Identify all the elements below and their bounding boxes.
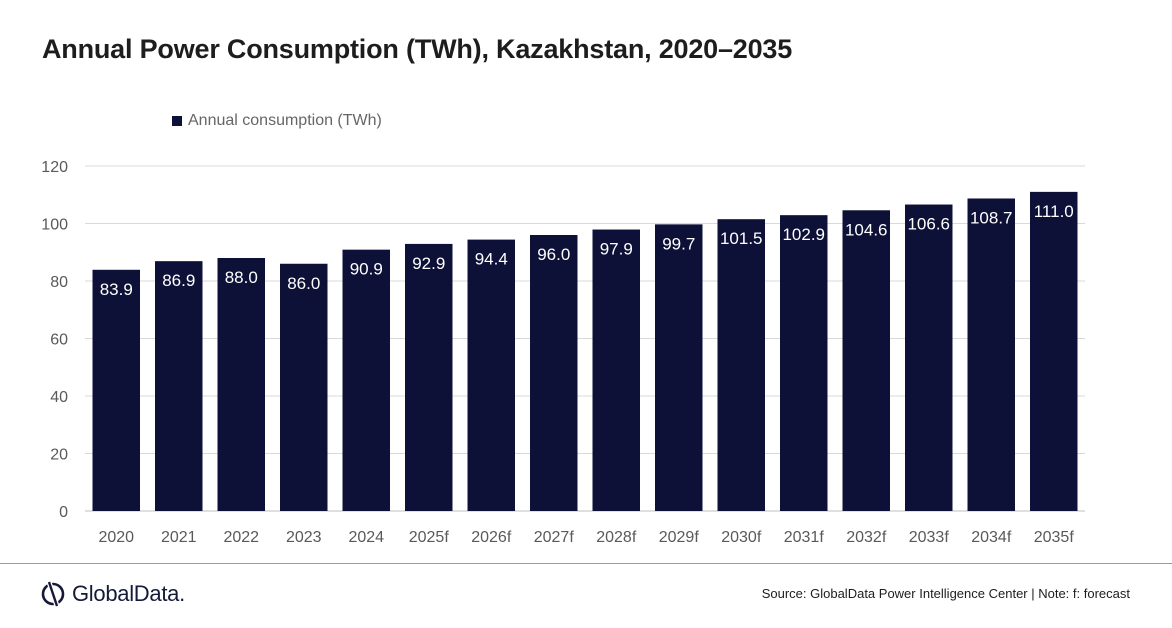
x-tick-label: 2030f bbox=[721, 529, 762, 546]
bar bbox=[842, 210, 890, 511]
legend: Annual consumption (TWh) bbox=[172, 112, 382, 130]
x-tick-label: 2022 bbox=[223, 529, 259, 546]
x-tick-label: 2020 bbox=[98, 529, 134, 546]
y-tick-label: 100 bbox=[41, 217, 68, 234]
bar bbox=[530, 235, 578, 511]
bar bbox=[467, 239, 515, 511]
bar bbox=[342, 249, 390, 511]
bar bbox=[280, 263, 328, 511]
x-tick-label: 2028f bbox=[596, 529, 637, 546]
bar-value-label: 108.7 bbox=[970, 208, 1013, 227]
bar bbox=[905, 204, 953, 511]
bar bbox=[717, 219, 765, 511]
y-tick-label: 80 bbox=[50, 274, 68, 291]
bar-value-label: 83.9 bbox=[100, 280, 133, 299]
x-tick-label: 2026f bbox=[471, 529, 512, 546]
y-tick-label: 20 bbox=[50, 447, 68, 464]
bar-value-label: 102.9 bbox=[782, 225, 825, 244]
bar bbox=[592, 229, 640, 511]
y-tick-label: 40 bbox=[50, 389, 68, 406]
bar bbox=[1030, 191, 1078, 511]
bar bbox=[967, 198, 1015, 512]
bar bbox=[155, 261, 203, 511]
x-tick-label: 2027f bbox=[534, 529, 575, 546]
footer-divider bbox=[0, 563, 1172, 564]
y-tick-label: 0 bbox=[59, 504, 68, 521]
bar-value-label: 86.0 bbox=[287, 274, 320, 293]
bar bbox=[92, 269, 140, 511]
bar bbox=[217, 258, 265, 511]
chart-title: Annual Power Consumption (TWh), Kazakhst… bbox=[42, 34, 793, 64]
y-tick-label: 60 bbox=[50, 332, 68, 349]
bar-value-label: 86.9 bbox=[162, 271, 195, 290]
bar-value-label: 104.6 bbox=[845, 220, 888, 239]
globaldata-logo-text: GlobalData. bbox=[72, 581, 185, 606]
bar bbox=[655, 224, 703, 512]
x-tick-label: 2023 bbox=[286, 529, 322, 546]
x-tick-label: 2025f bbox=[409, 529, 450, 546]
y-axis-ticks: 0 20 40 60 80 100 120 bbox=[41, 159, 68, 521]
x-tick-label: 2032f bbox=[846, 529, 887, 546]
bar-value-label: 97.9 bbox=[600, 240, 633, 259]
bar bbox=[780, 215, 828, 511]
bar-value-label: 111.0 bbox=[1034, 202, 1074, 221]
bar-value-label: 88.0 bbox=[225, 268, 258, 287]
x-tick-label: 2033f bbox=[909, 529, 950, 546]
globaldata-logo-icon bbox=[41, 581, 65, 607]
bar-value-label: 96.0 bbox=[537, 245, 570, 264]
y-tick-label: 120 bbox=[41, 159, 68, 176]
legend-label: Annual consumption (TWh) bbox=[188, 112, 382, 129]
bar-value-label: 90.9 bbox=[350, 260, 383, 279]
globaldata-logo: GlobalData. bbox=[40, 579, 185, 609]
legend-swatch bbox=[172, 116, 182, 126]
source-note: Source: GlobalData Power Intelligence Ce… bbox=[761, 586, 1130, 601]
bar-value-label: 92.9 bbox=[412, 254, 445, 273]
data-labels: 83.9 86.9 88.0 86.0 90.9 92.9 94.4 96.0 97.9 99.7… bbox=[100, 202, 1074, 299]
x-tick-label: 2021 bbox=[161, 529, 197, 546]
bars bbox=[92, 191, 1078, 512]
x-tick-label: 2031f bbox=[784, 529, 825, 546]
x-tick-label: 2034f bbox=[971, 529, 1012, 546]
x-tick-label: 2024 bbox=[348, 529, 384, 546]
bar-value-label: 101.5 bbox=[720, 229, 763, 248]
bar bbox=[405, 243, 453, 511]
x-axis-ticks: 2020 2021 2022 2023 2024 2025f 2026f 2027f 2028f… bbox=[98, 529, 1074, 546]
bar-chart: 0 20 40 60 80 100 120 83.9 86.9 88.0 86.0 90.9 92.9… bbox=[41, 159, 1085, 546]
x-tick-label: 2035f bbox=[1034, 529, 1075, 546]
bar-value-label: 94.4 bbox=[475, 250, 508, 269]
bar-value-label: 99.7 bbox=[662, 234, 695, 253]
bar-value-label: 106.6 bbox=[907, 215, 950, 234]
x-tick-label: 2029f bbox=[659, 529, 700, 546]
